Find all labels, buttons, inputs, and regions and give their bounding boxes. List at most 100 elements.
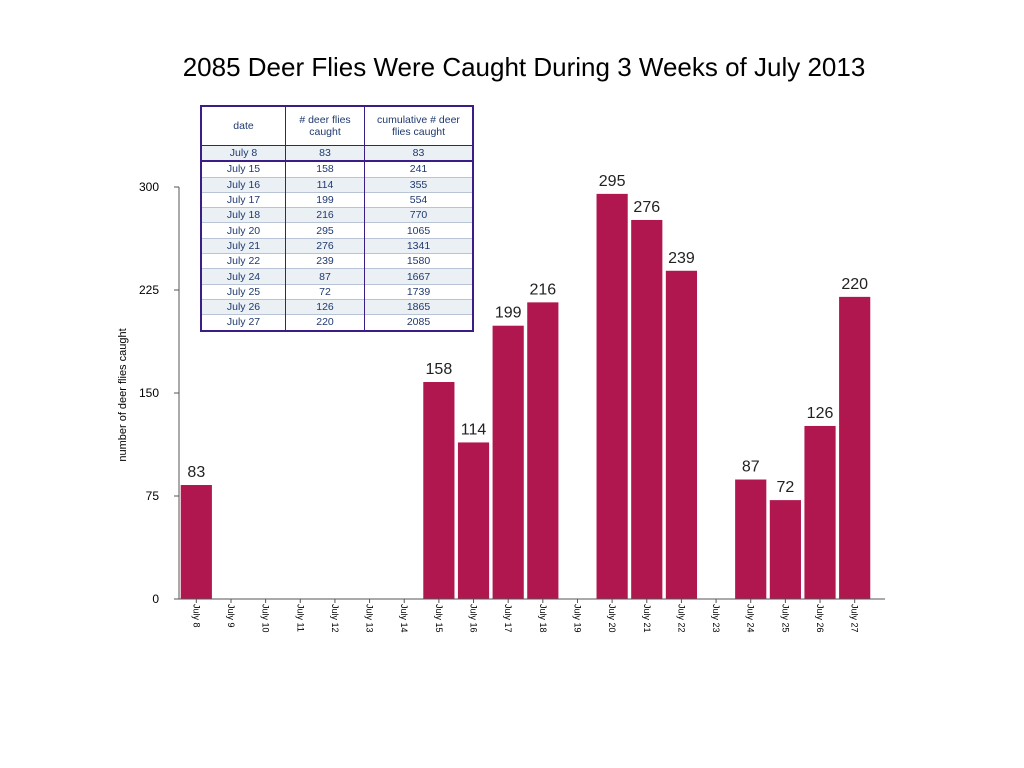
table-cell-caught: 83 [285,145,365,162]
x-tick-label: July 15 [434,604,444,633]
table-cell-cumulative: 355 [364,176,473,193]
table-cell-cumulative: 83 [364,145,473,162]
table-row: July 18 216 770 [201,207,473,223]
bar-value-label: 87 [742,459,760,476]
table-cell-cumulative: 554 [364,191,473,208]
x-tick-label: July 27 [850,604,860,633]
bar [457,442,490,599]
table-cell-caught: 126 [285,298,365,315]
bar-value-label: 239 [668,250,695,267]
table-row: July 20 295 1065 [201,222,473,239]
bars [180,193,871,599]
bar [735,479,767,599]
table-cell-caught: 158 [285,160,365,178]
bar-value-label: 220 [841,276,868,293]
bar-value-label: 158 [426,361,453,378]
table-row: July 24 87 1667 [201,268,473,285]
table-cell-caught: 239 [285,253,365,269]
table-cell-date: July 26 [201,298,286,315]
bar [631,219,663,599]
bar [423,382,455,599]
bar-value-label: 126 [807,405,834,422]
table-row: July 27 220 2085 [201,314,473,331]
x-tick-label: July 25 [780,604,790,633]
bar-value-label: 199 [495,305,522,322]
x-tick-label: July 18 [538,604,548,633]
table-row: July 17 199 554 [201,191,473,208]
x-tick-label: July 12 [330,604,340,633]
y-tick-label: 0 [152,592,159,606]
x-tick-label: July 20 [607,604,617,633]
bar [527,302,559,599]
table-header-cumulative: cumulative # deer flies caught [364,106,473,146]
table-cell-cumulative: 1341 [364,237,473,254]
table-row: July 16 114 355 [201,176,473,193]
table-cell-date: July 16 [201,176,286,193]
x-tick-label: July 26 [815,604,825,633]
table-cell-date: July 8 [201,145,286,162]
table-cell-date: July 27 [201,314,286,331]
bar-value-label: 295 [599,173,626,190]
table-cell-date: July 22 [201,253,286,269]
bar-value-label: 83 [187,464,205,481]
table-cell-date: July 25 [201,283,286,300]
table-row: July 26 126 1865 [201,298,473,315]
bar [804,425,836,599]
table-cell-cumulative: 241 [364,160,473,178]
deer-fly-data-table: date # deer flies caught cumulative # de… [200,105,474,332]
y-tick-label: 150 [139,386,159,400]
bar [665,270,698,599]
table-cell-date: July 21 [201,237,286,254]
table-cell-date: July 24 [201,268,286,285]
table-cell-cumulative: 2085 [364,314,473,331]
x-tick-label: July 11 [295,604,305,632]
x-tick-label: July 14 [399,604,409,633]
bar [492,325,524,599]
x-tick-label: July 8 [191,604,201,628]
table-row: July 8 83 83 [201,145,473,162]
x-tick-label: July 9 [226,604,236,628]
table-cell-cumulative: 770 [364,207,473,223]
x-tick-label: July 17 [503,604,513,633]
table-cell-caught: 216 [285,207,365,223]
table-cell-date: July 20 [201,222,286,239]
x-tick-label: July 23 [711,604,721,633]
table-cell-caught: 295 [285,222,365,239]
x-tick-label: July 22 [676,604,686,633]
table-row: July 22 239 1580 [201,253,473,269]
x-tick-label: July 16 [469,604,479,633]
table-cell-caught: 220 [285,314,365,331]
table-header-date: date [201,106,286,146]
bar-value-label: 216 [529,281,556,298]
table-row: July 21 276 1341 [201,237,473,254]
table-cell-cumulative: 1865 [364,298,473,315]
table-header-row: date # deer flies caught cumulative # de… [201,106,473,146]
table-cell-date: July 15 [201,160,286,178]
table-cell-caught: 114 [285,176,365,193]
bar-value-label: 114 [461,421,487,438]
table-header-caught: # deer flies caught [285,106,365,146]
y-tick-label: 225 [139,283,159,297]
y-axis: 0 75 150 225 300 [139,180,180,606]
table-cell-cumulative: 1667 [364,268,473,285]
table-cell-cumulative: 1739 [364,283,473,300]
bar [769,500,801,599]
x-tick-label: July 24 [746,604,756,633]
table-cell-date: July 17 [201,191,286,208]
bar-value-label: 72 [776,479,794,496]
table-row: July 25 72 1739 [201,283,473,300]
y-tick-label: 300 [139,180,159,194]
bar [596,193,628,599]
y-axis-label: number of deer flies caught [117,328,129,461]
chart-title: 2085 Deer Flies Were Caught During 3 Wee… [182,52,866,82]
table-cell-date: July 18 [201,207,286,223]
table-cell-caught: 87 [285,268,365,285]
table-cell-caught: 199 [285,191,365,208]
table-row: July 15 158 241 [201,160,473,178]
table-cell-cumulative: 1065 [364,222,473,239]
y-tick-label: 75 [146,489,160,503]
bar [839,296,871,599]
x-axis: July 8 July 9 July 10 July 11 July 12 July 13… [179,598,885,633]
x-tick-label: July 19 [572,604,582,633]
